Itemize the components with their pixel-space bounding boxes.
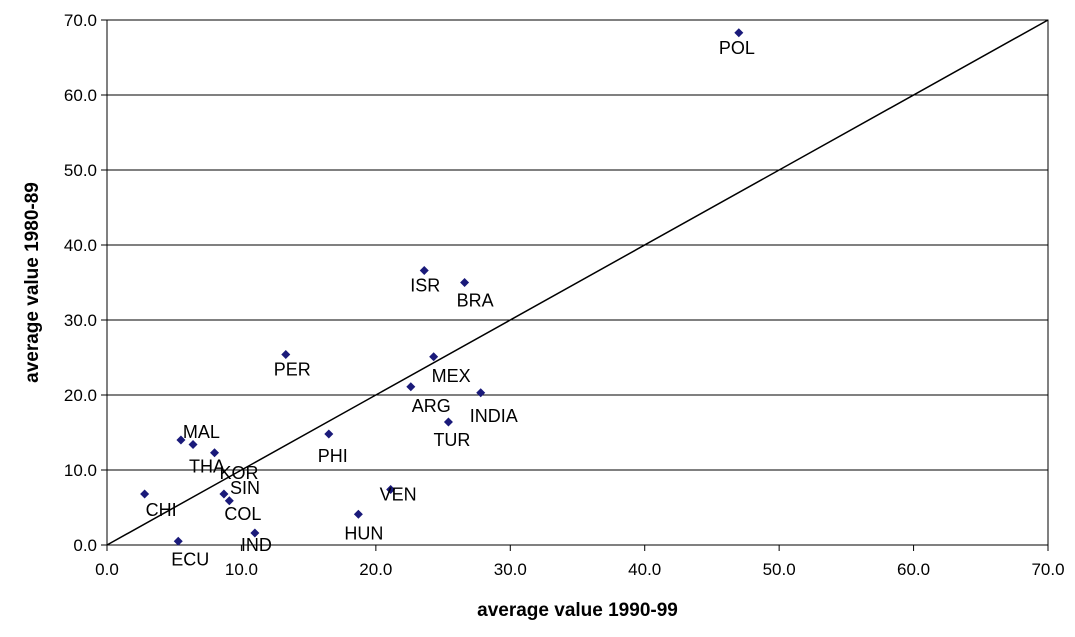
y-axis-title: average value 1980-89 [22,182,43,383]
y-tick-label: 70.0 [64,11,97,30]
data-point-india [476,388,486,398]
y-tick-label: 10.0 [64,461,97,480]
point-label-arg: ARG [412,396,451,416]
data-points [140,28,744,546]
point-label-mex: MEX [432,366,471,386]
point-label-ecu: ECU [171,549,209,569]
data-point-tur [443,417,453,427]
x-axis-title: average value 1990-99 [477,600,678,621]
plot-area-border [106,19,1049,546]
data-point-ecu [173,536,183,546]
data-point-ind [250,528,260,538]
point-label-phi: PHI [318,446,348,466]
x-tick-label: 60.0 [897,560,930,579]
y-tick-label: 30.0 [64,311,97,330]
x-tick-label: 20.0 [359,560,392,579]
x-tick-label: 30.0 [494,560,527,579]
x-tick-label: 10.0 [225,560,258,579]
point-label-india: INDIA [470,406,518,426]
y-tick-label: 0.0 [73,536,97,555]
y-tick-label: 60.0 [64,86,97,105]
point-label-ind: IND [241,535,272,555]
data-point-arg [406,382,416,392]
data-point-sin [219,489,229,499]
point-label-pol: POL [719,38,755,58]
data-point-chi [140,489,150,499]
data-point-kor [210,448,220,458]
data-point-mal [176,435,186,445]
gridlines [107,19,1048,546]
data-point-bra [460,278,470,287]
y-tick-label: 20.0 [64,386,97,405]
data-point-ven [386,485,396,494]
x-axis-ticks: 0.0 10.0 20.0 30.0 40.0 50.0 60.0 70.0 [95,545,1065,579]
point-label-bra: BRA [457,291,494,311]
y-axis-ticks: 0.0 10.0 20.0 30.0 40.0 50.0 60.0 70.0 [64,11,107,555]
point-label-kor: KOR [220,463,259,483]
point-label-ven: VEN [380,485,417,505]
diagonal-reference-line [106,19,1049,546]
y-tick-label: 50.0 [64,161,97,180]
data-point-pol [734,28,744,38]
point-label-isr: ISR [410,276,440,296]
x-tick-label: 50.0 [763,560,796,579]
point-label-mal: MAL [183,422,220,442]
point-label-sin: SIN [230,478,260,498]
point-label-tur: TUR [433,430,470,450]
data-point-hun [353,509,363,519]
x-tick-label: 40.0 [628,560,661,579]
data-point-tha [188,440,198,449]
data-point-phi [324,429,334,439]
data-point-isr [419,266,429,275]
data-point-col [224,496,234,506]
point-label-hun: HUN [344,523,383,543]
point-label-tha: THA [189,457,225,477]
point-label-per: PER [274,360,311,380]
point-label-chi: CHI [146,500,177,520]
x-tick-label: 70.0 [1031,560,1064,579]
data-point-mex [429,352,439,362]
x-tick-label: 0.0 [95,560,119,579]
point-label-col: COL [224,504,261,524]
data-point-per [281,350,291,359]
y-tick-label: 40.0 [64,236,97,255]
